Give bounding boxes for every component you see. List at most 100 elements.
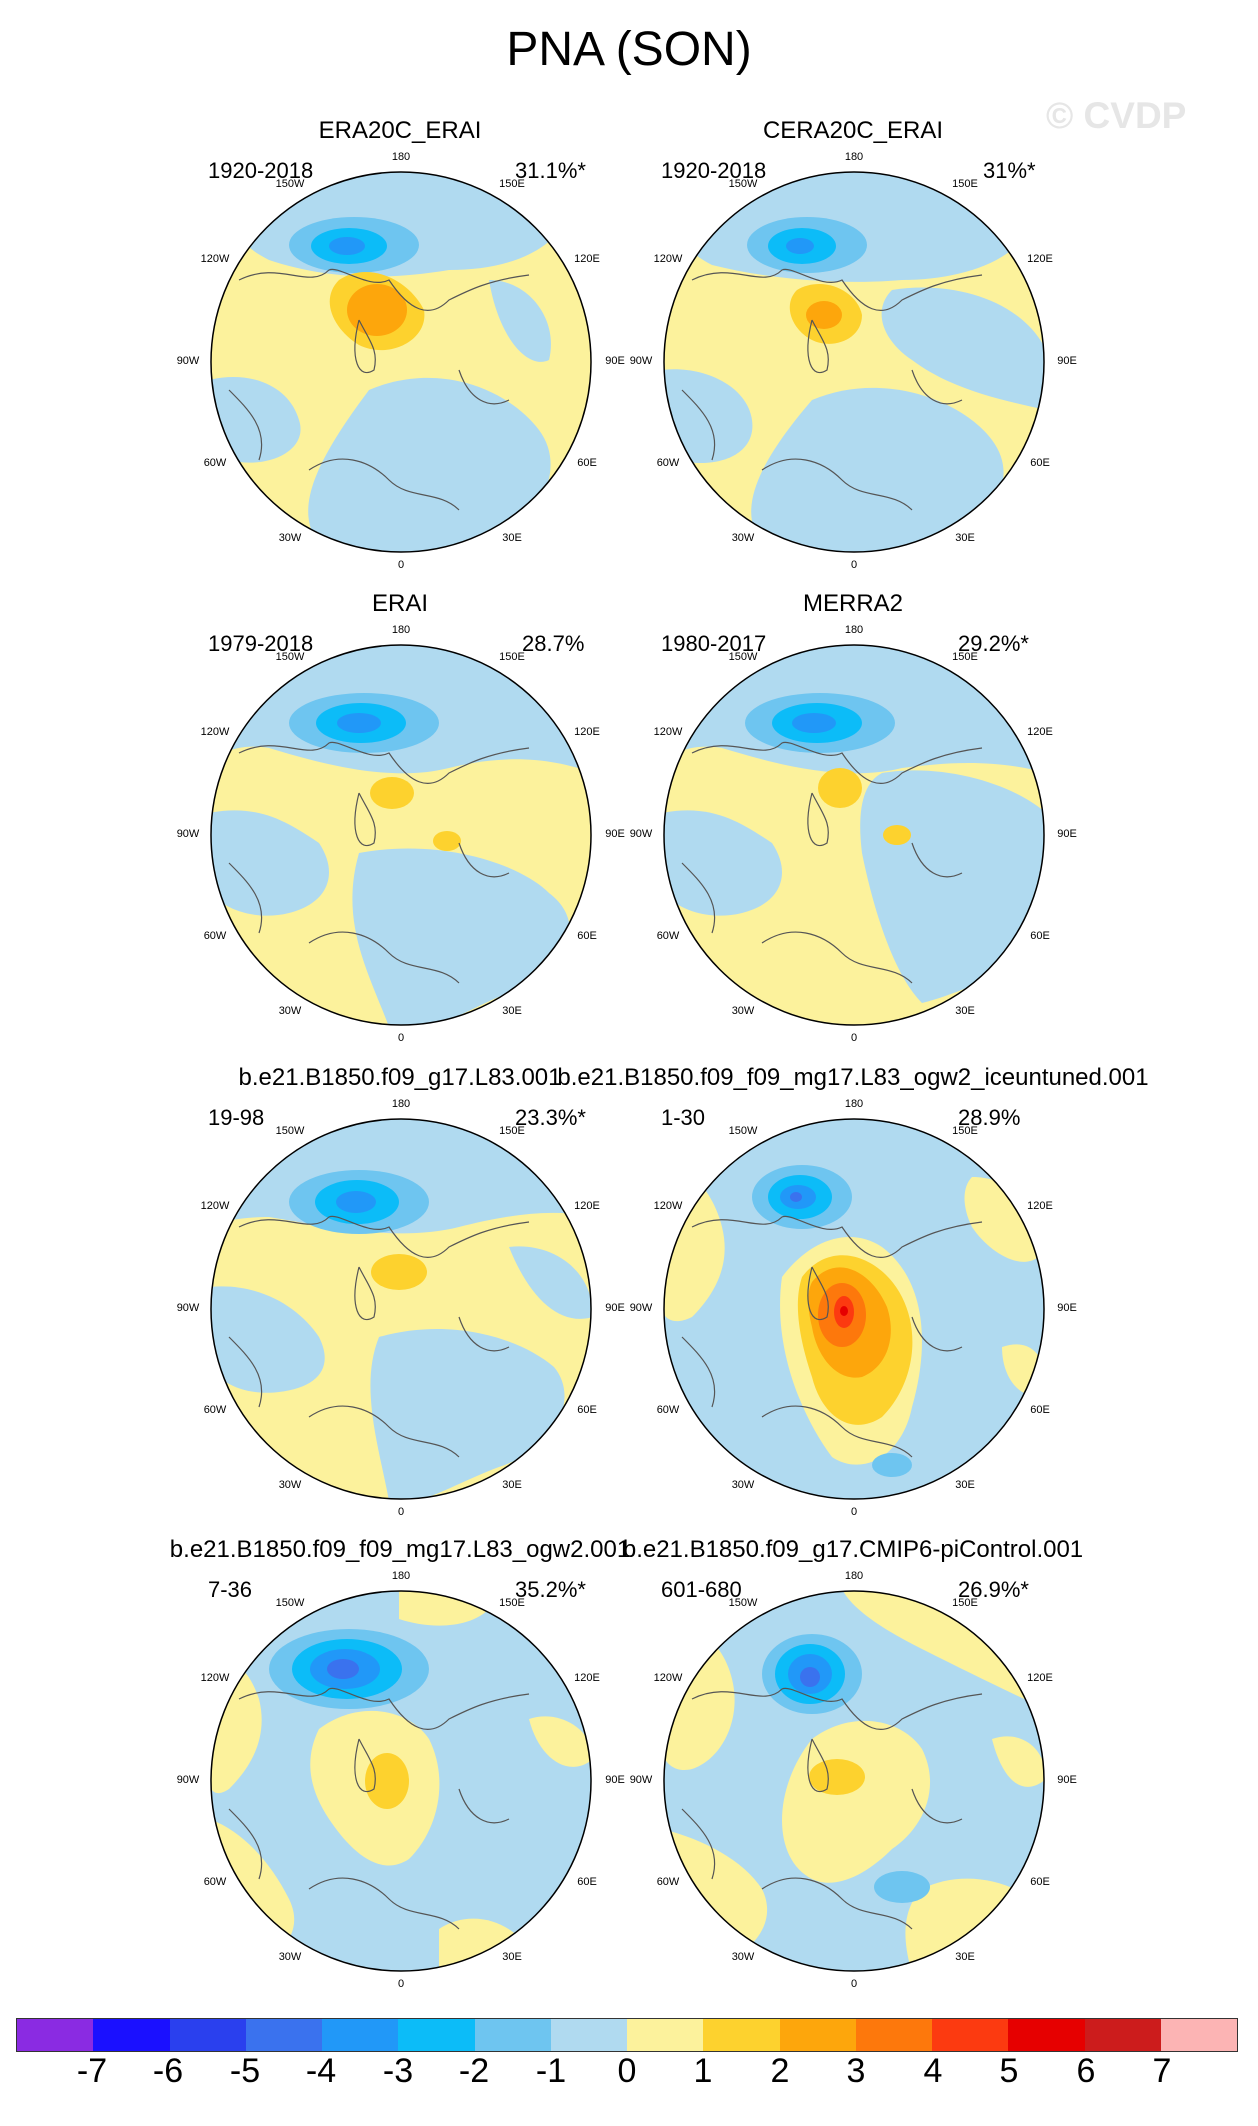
panel-1-title: ERA20C_ERAI (318, 117, 482, 144)
colorbar-swatch (932, 2019, 1009, 2051)
colorbar-tick: -2 (458, 2052, 490, 2090)
colorbar-tick: -6 (152, 2052, 184, 2090)
panel-3-lon-120e: 120E (574, 726, 600, 738)
panel-7-lon-60e: 60E (577, 1876, 597, 1888)
panel-7-lon-30e: 30E (502, 1951, 522, 1963)
panel-2-polar-map (663, 171, 1045, 553)
panel-2-lon-0: 0 (850, 559, 858, 571)
panel-2-years: 1920-2018 (661, 158, 767, 183)
panel-2-lon-30w: 30W (731, 532, 755, 544)
panel-8-lon-60e: 60E (1030, 1876, 1050, 1888)
panel-8-percent: 26.9%* (958, 1577, 1029, 1602)
colorbar (16, 2018, 1238, 2052)
panel-1-lon-60w: 60W (203, 457, 227, 469)
panel-4-title: MERRA2 (802, 590, 904, 617)
colorbar-swatch (245, 2019, 322, 2051)
panel-1-years: 1920-2018 (208, 158, 314, 183)
panel-2-lon-180: 180 (844, 151, 864, 163)
panel-7-lon-90e: 90E (605, 1774, 625, 1786)
colorbar-swatch (17, 2019, 94, 2051)
panel-4-polar-map (663, 644, 1045, 1026)
panel-3-lon-30w: 30W (278, 1005, 302, 1017)
panel-4-lon-180: 180 (844, 624, 864, 636)
panel-1-lon-60e: 60E (577, 457, 597, 469)
colorbar-swatch (474, 2019, 551, 2051)
panel-5-polar-map (210, 1118, 592, 1500)
colorbar-swatch (1084, 2019, 1161, 2051)
colorbar-swatch (398, 2019, 475, 2051)
panel-5-lon-30e: 30E (502, 1479, 522, 1491)
panel-5-lon-0: 0 (397, 1506, 405, 1518)
panel-1-lon-150w: 150W (275, 178, 305, 190)
panel-3-lon-30e: 30E (502, 1005, 522, 1017)
panel-3-title: ERAI (371, 590, 429, 617)
panel-7-lon-150e: 150E (499, 1597, 525, 1609)
panel-8-lon-180: 180 (844, 1570, 864, 1582)
colorbar-tick: 5 (999, 2052, 1019, 2090)
panel-6-lon-0: 0 (850, 1506, 858, 1518)
panel-2-title: CERA20C_ERAI (762, 117, 944, 144)
panel-7-lon-0: 0 (397, 1978, 405, 1990)
panel-8-lon-90w: 90W (629, 1774, 653, 1786)
panel-3-percent: 28.7% (522, 631, 585, 656)
colorbar-tick: 0 (617, 2052, 637, 2090)
panel-8-lon-30w: 30W (731, 1951, 755, 1963)
panel-8-lon-30e: 30E (955, 1951, 975, 1963)
panel-3-lon-120w: 120W (200, 726, 230, 738)
colorbar-tick: 4 (923, 2052, 943, 2090)
panel-1-polar-map (210, 171, 592, 553)
panel-5-lon-90e: 90E (605, 1302, 625, 1314)
panel-4-lon-0: 0 (850, 1032, 858, 1044)
panel-5-lon-120w: 120W (200, 1200, 230, 1212)
panel-4-lon-90e: 90E (1057, 828, 1077, 840)
colorbar-tick: 6 (1076, 2052, 1096, 2090)
panel-2-lon-150w: 150W (728, 178, 758, 190)
panel-8-lon-0: 0 (850, 1978, 858, 1990)
panel-6-lon-120w: 120W (653, 1200, 683, 1212)
panel-1-lon-150e: 150E (499, 178, 525, 190)
panel-3-lon-60e: 60E (577, 930, 597, 942)
panel-6-lon-60w: 60W (656, 1404, 680, 1416)
panel-1-lon-180: 180 (391, 151, 411, 163)
panel-7-title: b.e21.B1850.f09_f09_mg17.L83_ogw2.001 (169, 1536, 631, 1563)
panel-6-lon-180: 180 (844, 1098, 864, 1110)
panel-4-percent: 29.2%* (958, 631, 1029, 656)
panel-3-years: 1979-2018 (208, 631, 314, 656)
panel-1-lon-120e: 120E (574, 253, 600, 265)
colorbar-tick: -3 (382, 2052, 414, 2090)
panel-5-lon-120e: 120E (574, 1200, 600, 1212)
panel-7-lon-90w: 90W (176, 1774, 200, 1786)
panel-3-lon-0: 0 (397, 1032, 405, 1044)
panel-8-lon-120e: 120E (1027, 1672, 1053, 1684)
panel-1-lon-90w: 90W (176, 355, 200, 367)
panel-1-lon-90e: 90E (605, 355, 625, 367)
panel-6-lon-90w: 90W (629, 1302, 653, 1314)
panel-6-lon-150w: 150W (728, 1125, 758, 1137)
colorbar-swatch (93, 2019, 170, 2051)
panel-1-lon-30e: 30E (502, 532, 522, 544)
panel-5-title: b.e21.B1850.f09_g17.L83.001 (238, 1064, 562, 1091)
panel-4-lon-60w: 60W (656, 930, 680, 942)
colorbar-swatch (1008, 2019, 1085, 2051)
panel-6-title: b.e21.B1850.f09_f09_mg17.L83_ogw2_iceunt… (557, 1064, 1149, 1091)
panel-7-percent: 35.2%* (515, 1577, 586, 1602)
panel-4-years: 1980-2017 (661, 631, 767, 656)
panel-8-lon-150e: 150E (952, 1597, 978, 1609)
panel-4-lon-30w: 30W (731, 1005, 755, 1017)
watermark: © CVDP (1046, 95, 1187, 136)
panel-4-lon-30e: 30E (955, 1005, 975, 1017)
panel-5-years: 19-98 (208, 1105, 265, 1130)
panel-6-percent: 28.9% (958, 1105, 1021, 1130)
panel-7-lon-60w: 60W (203, 1876, 227, 1888)
colorbar-tick: 2 (770, 2052, 790, 2090)
colorbar-tick: -5 (229, 2052, 261, 2090)
panel-7-lon-30w: 30W (278, 1951, 302, 1963)
panel-7-lon-180: 180 (391, 1570, 411, 1582)
panel-4-lon-90w: 90W (629, 828, 653, 840)
panel-8-lon-120w: 120W (653, 1672, 683, 1684)
panel-8-lon-150w: 150W (728, 1597, 758, 1609)
panel-3-lon-150w: 150W (275, 651, 305, 663)
panel-8-lon-90e: 90E (1057, 1774, 1077, 1786)
panel-8-polar-map (663, 1590, 1045, 1972)
colorbar-swatch (627, 2019, 704, 2051)
